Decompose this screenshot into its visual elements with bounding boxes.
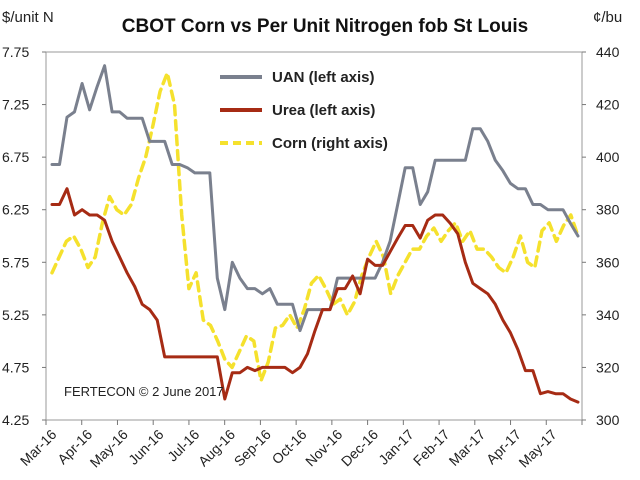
x-tick-label: May-16 bbox=[87, 426, 131, 470]
right-tick-label: 440 bbox=[596, 44, 620, 60]
x-tick-label: Feb-17 bbox=[410, 426, 453, 469]
legend-label-corn: Corn (right axis) bbox=[272, 135, 388, 152]
legend-label-urea: Urea (left axis) bbox=[272, 102, 375, 119]
left-tick-label: 4.75 bbox=[2, 359, 29, 375]
x-tick-label: Jan-17 bbox=[375, 426, 417, 468]
right-axis-unit: ¢/bu bbox=[593, 9, 622, 26]
left-tick-label: 6.75 bbox=[2, 149, 29, 165]
x-axis: Mar-16Apr-16May-16Jun-16Jul-16Aug-16Sep-… bbox=[17, 420, 583, 470]
left-tick-label: 4.25 bbox=[2, 412, 29, 428]
legend-item-urea: Urea (left axis) bbox=[220, 102, 375, 119]
x-tick-label: May-17 bbox=[515, 426, 559, 470]
x-tick-label: Oct-16 bbox=[269, 426, 310, 467]
left-tick-label: 5.25 bbox=[2, 307, 29, 323]
right-tick-label: 420 bbox=[596, 97, 620, 113]
left-tick-label: 7.25 bbox=[2, 97, 29, 113]
right-tick-label: 320 bbox=[596, 359, 620, 375]
x-tick-label: Mar-17 bbox=[446, 426, 489, 469]
x-tick-label: Aug-16 bbox=[195, 426, 238, 469]
left-axis: 4.25 4.75 5.25 5.75 6.25 6.75 7.25 7.75 bbox=[2, 44, 46, 428]
legend-item-uan: UAN (left axis) bbox=[220, 69, 375, 86]
left-tick-label: 5.75 bbox=[2, 254, 29, 270]
source-annotation: FERTECON © 2 June 2017 bbox=[64, 384, 224, 399]
right-tick-label: 340 bbox=[596, 307, 620, 323]
legend-label-uan: UAN (left axis) bbox=[272, 69, 375, 86]
left-tick-label: 7.75 bbox=[2, 44, 29, 60]
series-line-uan bbox=[50, 64, 580, 333]
x-tick-label: Sep-16 bbox=[231, 426, 274, 469]
chart-title: CBOT Corn vs Per Unit Nitrogen fob St Lo… bbox=[122, 16, 528, 37]
legend-item-corn: Corn (right axis) bbox=[220, 135, 388, 152]
right-tick-label: 360 bbox=[596, 254, 620, 270]
series-lines bbox=[50, 64, 580, 404]
left-tick-label: 6.25 bbox=[2, 202, 29, 218]
x-tick-label: Jun-16 bbox=[125, 426, 167, 468]
x-tick-label: Mar-16 bbox=[17, 426, 60, 469]
right-tick-label: 400 bbox=[596, 149, 620, 165]
x-tick-label: Nov-16 bbox=[302, 426, 345, 469]
series-line-corn bbox=[50, 71, 580, 383]
right-tick-label: 300 bbox=[596, 412, 620, 428]
plot-area bbox=[45, 51, 583, 421]
left-axis-unit: $/unit N bbox=[2, 9, 54, 26]
legend: UAN (left axis) Urea (left axis) Corn (r… bbox=[220, 69, 388, 152]
x-tick-label: Dec-16 bbox=[338, 426, 381, 469]
series-line-urea bbox=[50, 187, 580, 404]
plot-frame bbox=[45, 51, 583, 421]
right-axis: 300 320 340 360 380 400 420 440 bbox=[582, 44, 620, 428]
right-tick-label: 380 bbox=[596, 202, 620, 218]
